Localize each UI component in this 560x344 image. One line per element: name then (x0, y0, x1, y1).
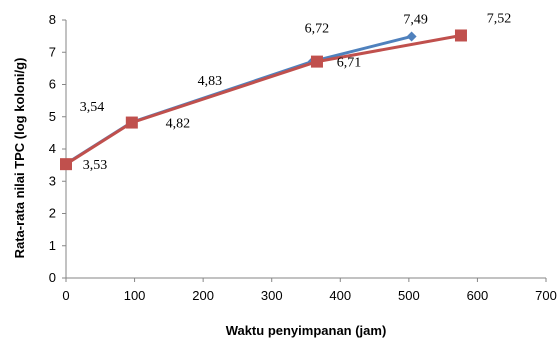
series-2-point (60, 158, 72, 171)
data-label: 6,71 (337, 56, 362, 71)
data-label: 4,82 (166, 117, 191, 132)
y-tick-label: 3 (49, 173, 56, 188)
series-2-point (310, 55, 323, 68)
x-tick-label: 0 (62, 288, 69, 303)
series-2-point (125, 116, 138, 129)
series-1-point (406, 31, 417, 42)
data-label: 4,83 (198, 74, 223, 89)
y-tick-label: 7 (49, 44, 56, 59)
x-tick-label: 200 (192, 288, 214, 303)
y-tick-label: 2 (49, 206, 56, 221)
plot-area (60, 29, 467, 171)
x-tick-label: 100 (124, 288, 146, 303)
tick-labels: 0 1 2 3 4 5 6 7 8 0 100 200 300 400 500 600 700 (49, 12, 557, 303)
y-tick-label: 6 (49, 77, 56, 92)
data-label: 7,49 (403, 12, 428, 27)
y-tick-label: 0 (49, 270, 56, 285)
x-tick-label: 500 (398, 288, 420, 303)
x-tick-label: 700 (535, 288, 557, 303)
y-tick-label: 1 (49, 238, 56, 253)
data-label: 6,72 (305, 21, 330, 36)
series-2-point (454, 29, 467, 42)
axes (62, 19, 547, 282)
y-tick-label: 4 (49, 141, 56, 156)
y-tick-label: 8 (49, 12, 56, 27)
data-label: 3,53 (83, 158, 108, 173)
y-axis-title: Rata-rata nilai TPC (log koloni/g) (12, 58, 27, 259)
x-tick-label: 300 (261, 288, 283, 303)
data-labels: 3,54 4,83 6,72 7,49 3,53 4,82 6,71 7,52 (80, 11, 511, 173)
x-axis-title: Waktu penyimpanan (jam) (226, 323, 387, 338)
y-tick-label: 5 (49, 109, 56, 124)
x-tick-label: 600 (467, 288, 489, 303)
series-line-2 (65, 34, 462, 166)
data-label: 7,52 (487, 11, 512, 26)
x-tick-label: 400 (329, 288, 351, 303)
data-label: 3,54 (80, 100, 105, 115)
